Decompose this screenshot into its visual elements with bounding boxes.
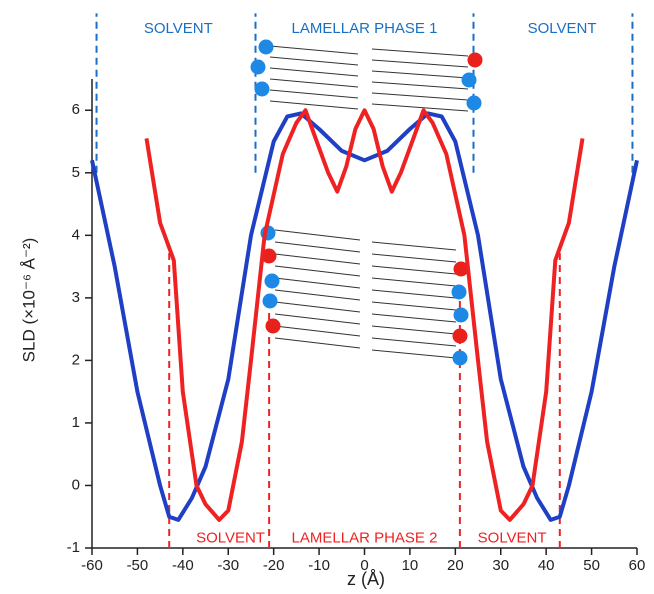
x-tick-label: 30 bbox=[492, 557, 509, 574]
lipid-tail bbox=[371, 70, 469, 79]
y-tick-label: 1 bbox=[72, 414, 80, 431]
lipid-tail bbox=[371, 103, 469, 112]
lipid-tail bbox=[371, 265, 457, 275]
region-label: SOLVENT bbox=[196, 530, 265, 547]
lipid-tail bbox=[269, 89, 359, 99]
lipid-tail bbox=[371, 59, 469, 68]
lipid-head bbox=[466, 95, 482, 111]
lipid-tail bbox=[269, 78, 359, 88]
x-tick-label: 10 bbox=[402, 557, 419, 574]
x-tick-label: 0 bbox=[360, 557, 368, 574]
lipid-tail bbox=[274, 337, 361, 349]
y-tick-label: 4 bbox=[72, 226, 80, 243]
y-tick-label: 0 bbox=[72, 476, 80, 493]
lipid-head bbox=[451, 284, 467, 300]
lipid-tail bbox=[371, 337, 457, 347]
lipid-tail bbox=[274, 277, 361, 289]
lipid-tail bbox=[371, 92, 469, 101]
lipid-tail bbox=[371, 325, 457, 335]
y-tick-label: 6 bbox=[72, 101, 80, 118]
lipid-tail bbox=[274, 253, 361, 265]
x-tick-label: 60 bbox=[629, 557, 646, 574]
lipid-head bbox=[264, 273, 280, 289]
x-tick-label: -20 bbox=[263, 557, 285, 574]
lipid-tail bbox=[371, 241, 457, 251]
lipid-tail bbox=[274, 289, 361, 301]
x-tick-label: -30 bbox=[217, 557, 239, 574]
x-tick-label: -60 bbox=[81, 557, 103, 574]
lipid-tail bbox=[269, 45, 359, 55]
lipid-head bbox=[254, 81, 270, 97]
lipid-tail bbox=[371, 349, 457, 359]
lipid-head bbox=[467, 52, 483, 68]
lipid-head bbox=[453, 261, 469, 277]
y-tick-label: -1 bbox=[67, 539, 80, 556]
lipid-tail bbox=[269, 100, 359, 110]
lipid-tail bbox=[274, 325, 361, 337]
lipid-head bbox=[262, 293, 278, 309]
lipid-head bbox=[461, 72, 477, 88]
lipid-tail bbox=[371, 313, 457, 323]
lipid-head bbox=[250, 59, 266, 75]
region-label: LAMELLAR PHASE 1 bbox=[292, 20, 438, 37]
x-tick-label: -40 bbox=[172, 557, 194, 574]
x-axis-label: z (Å) bbox=[347, 569, 385, 589]
lipid-tail bbox=[371, 48, 469, 57]
lipid-head bbox=[453, 307, 469, 323]
lipid-head bbox=[261, 248, 277, 264]
x-tick-label: -10 bbox=[308, 557, 330, 574]
y-tick-label: 3 bbox=[72, 289, 80, 306]
lipid-tail bbox=[269, 56, 359, 66]
lipid-head bbox=[258, 39, 274, 55]
y-axis-label: SLD (×10⁻⁶ Å⁻²) bbox=[19, 238, 38, 363]
x-tick-label: 40 bbox=[538, 557, 555, 574]
sld-curve bbox=[90, 111, 639, 522]
lipid-head bbox=[452, 350, 468, 366]
region-label: SOLVENT bbox=[528, 20, 597, 37]
y-tick-label: 2 bbox=[72, 351, 80, 368]
sld-curve bbox=[144, 108, 585, 522]
lipid-tail bbox=[371, 289, 457, 299]
lipid-head bbox=[265, 318, 281, 334]
lipid-tail bbox=[371, 301, 457, 311]
lipid-tail bbox=[274, 229, 361, 241]
lipid-tail bbox=[371, 277, 457, 287]
lipid-tail bbox=[274, 313, 361, 325]
x-tick-label: 20 bbox=[447, 557, 464, 574]
lipid-tail bbox=[371, 81, 469, 90]
region-label: LAMELLAR PHASE 2 bbox=[292, 530, 438, 547]
lipid-tail bbox=[371, 253, 457, 263]
lipid-tail bbox=[269, 67, 359, 77]
x-tick-label: 50 bbox=[583, 557, 600, 574]
region-label: SOLVENT bbox=[144, 20, 213, 37]
lipid-head bbox=[452, 328, 468, 344]
lipid-tail bbox=[274, 265, 361, 277]
y-tick-label: 5 bbox=[72, 164, 80, 181]
lipid-tail bbox=[274, 241, 361, 253]
region-label: SOLVENT bbox=[478, 530, 547, 547]
lipid-tail bbox=[274, 301, 361, 313]
x-tick-label: -50 bbox=[127, 557, 149, 574]
